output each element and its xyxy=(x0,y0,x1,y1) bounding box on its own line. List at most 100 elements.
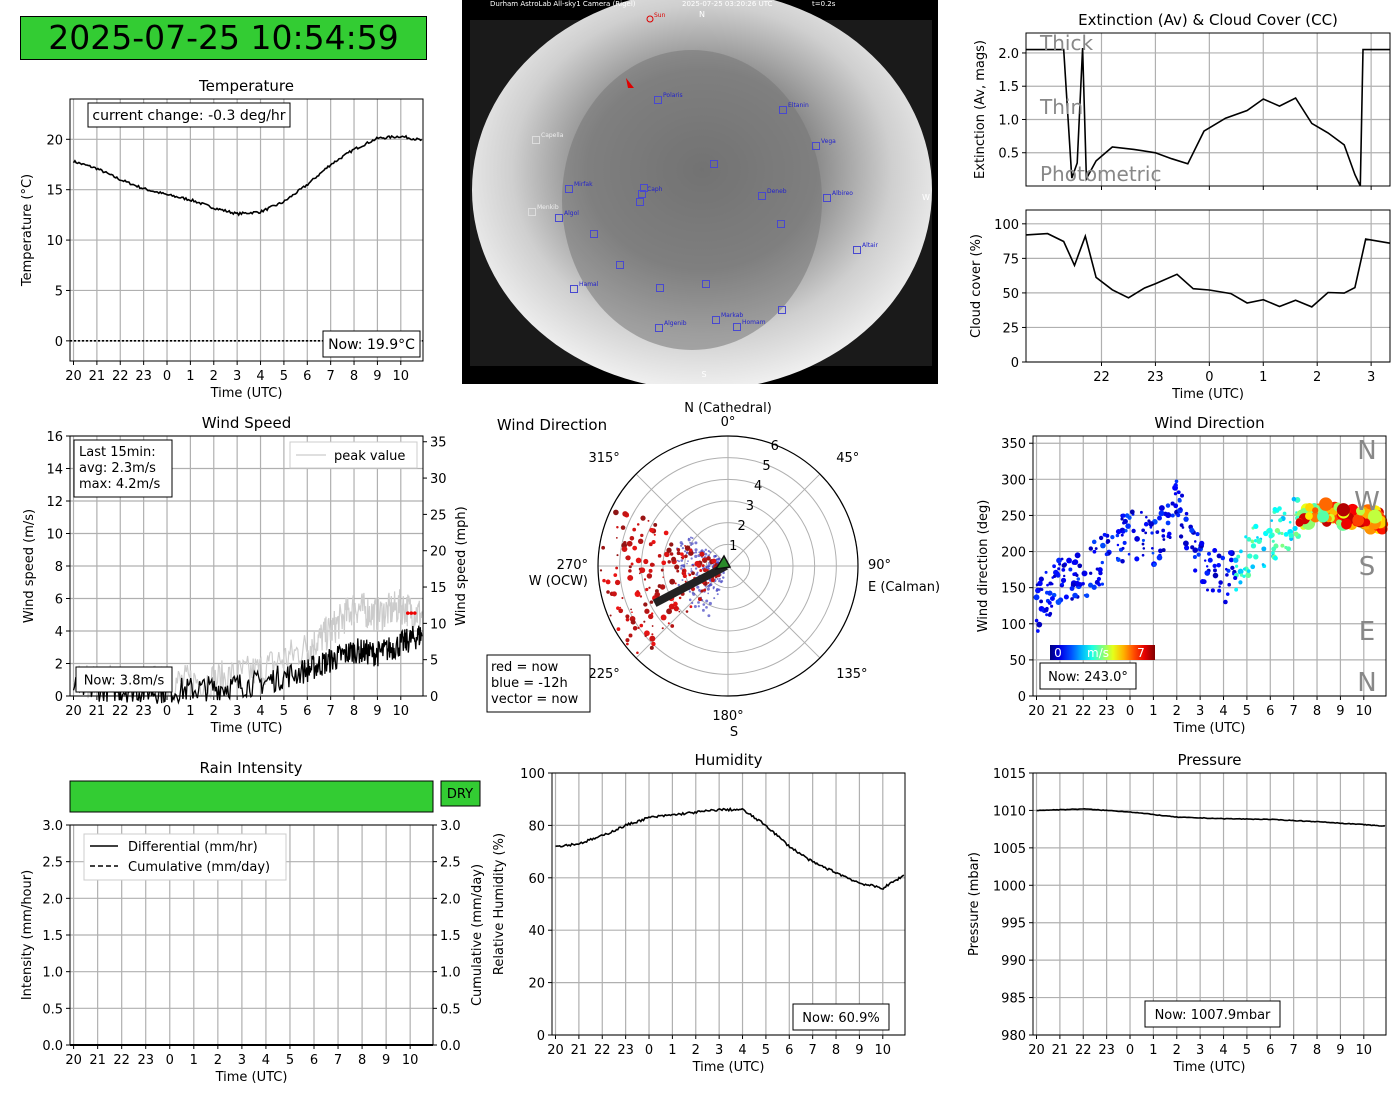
x-tick-label: 0 xyxy=(163,369,171,384)
x-tick-label: 0 xyxy=(1126,704,1134,719)
wind-direction-point xyxy=(1253,554,1259,560)
wind-direction-point xyxy=(1295,518,1304,527)
polar-point-red xyxy=(678,610,681,613)
wind-direction-point xyxy=(1049,596,1055,602)
x-tick-label: 1 xyxy=(1259,370,1267,385)
polar-point-red xyxy=(628,633,633,638)
band-thick-label: Thick xyxy=(1039,31,1093,55)
wind-direction-point xyxy=(1045,590,1049,595)
wind-direction-point xyxy=(1056,557,1062,564)
wind-direction-point xyxy=(1075,573,1079,578)
star-marker xyxy=(570,285,578,293)
polar-point-red xyxy=(615,536,618,539)
polar-angle-label: 315° xyxy=(588,451,619,466)
wind-direction-point xyxy=(1068,567,1073,572)
star-marker xyxy=(636,198,644,206)
y-tick-label: 20 xyxy=(46,133,63,148)
polar-point-blue xyxy=(680,559,684,562)
polar-point-blue xyxy=(708,601,712,606)
wind-direction-point xyxy=(1155,530,1160,535)
x-tick-label: 3 xyxy=(233,704,241,719)
polar-point-red xyxy=(621,546,628,553)
polar-point-red xyxy=(654,591,661,598)
wind-direction-point xyxy=(1115,533,1120,538)
polar-point-red xyxy=(643,620,646,623)
wind-direction-point xyxy=(1074,552,1081,559)
polar-point-red xyxy=(615,566,619,570)
y-axis-label-right: Wind speed (mph) xyxy=(454,506,469,626)
y-tick-label: 1.0 xyxy=(998,113,1019,128)
polar-point-red xyxy=(632,545,638,551)
polar-point-blue xyxy=(709,551,712,554)
y-tick-label: 2.0 xyxy=(998,47,1019,62)
x-tick-label: 4 xyxy=(262,1053,270,1068)
chart-title: Wind Direction xyxy=(1154,414,1264,432)
polar-point-red xyxy=(661,627,664,630)
x-tick-label: 4 xyxy=(1219,704,1227,719)
wind-direction-point xyxy=(1242,574,1246,578)
polar-point-red xyxy=(714,563,718,567)
rain-chart: 20 21 22 23 0 1 2 3 4 5 6 7 8 9 100.00.51.01.52.02.53.… xyxy=(20,819,485,1085)
polar-point-red xyxy=(682,555,685,559)
polar-point-red xyxy=(625,614,630,619)
wind-direction-point xyxy=(1261,546,1267,552)
polar-point-blue xyxy=(705,599,709,603)
star-marker xyxy=(702,280,710,288)
polar-point-red xyxy=(616,627,621,631)
polar-point-red xyxy=(691,571,695,576)
wind-direction-point xyxy=(1165,512,1172,519)
compass-label: N xyxy=(1357,668,1376,698)
y-tick-label: 995 xyxy=(1001,917,1026,932)
y-tick-label: 10 xyxy=(46,234,63,249)
polar-point-red xyxy=(638,572,641,575)
wind-direction-point xyxy=(1145,515,1148,519)
wind-direction-point xyxy=(1051,576,1055,579)
wind-direction-point xyxy=(1355,506,1365,516)
wind-direction-point xyxy=(1230,565,1235,571)
x-tick-label: 2 xyxy=(214,1053,222,1068)
polar-outer-ring xyxy=(597,435,859,697)
polar-point-red xyxy=(628,569,632,573)
polar-point-red xyxy=(676,548,681,552)
polar-point-red xyxy=(601,545,606,550)
polar-point-red xyxy=(700,589,704,593)
wind-direction-point xyxy=(1336,503,1351,517)
polar-point-red xyxy=(632,626,638,631)
y-tick-label-right: 20 xyxy=(430,545,447,560)
wind-direction-point xyxy=(1161,534,1166,538)
polar-point-red xyxy=(613,509,619,516)
star-marker xyxy=(555,214,563,222)
y-tick-label: 8 xyxy=(55,560,63,575)
polar-point-blue xyxy=(696,571,699,574)
wind-direction-point xyxy=(1250,564,1256,570)
polar-point-red xyxy=(651,625,654,627)
temperature-line xyxy=(72,134,423,217)
y-tick-label: 300 xyxy=(1001,473,1026,488)
x-tick-label: 3 xyxy=(233,369,241,384)
y-tick-label: 3.0 xyxy=(42,819,63,834)
polar-point-blue xyxy=(694,567,698,570)
x-tick-label: 8 xyxy=(350,369,358,384)
x-tick-label: 20 xyxy=(65,704,82,719)
wind-direction-now-label-box xyxy=(1039,662,1137,690)
polar-point-red xyxy=(629,536,635,541)
wind-direction-point xyxy=(1045,613,1049,617)
polar-legend-line3: vector = now xyxy=(491,692,579,707)
y-tick-label: 990 xyxy=(1001,954,1026,969)
polar-point-red xyxy=(674,582,677,585)
wind-direction-point xyxy=(1161,548,1166,553)
y-tick-label: 0.0 xyxy=(42,1039,63,1054)
wind-direction-point xyxy=(1081,571,1085,575)
polar-point-red xyxy=(666,608,672,615)
polar-point-red xyxy=(643,602,648,607)
wind-direction-point xyxy=(1120,558,1125,564)
polar-point-red xyxy=(701,564,705,568)
wind-direction-point xyxy=(1158,505,1165,511)
x-tick-label: 21 xyxy=(89,704,106,719)
temperature-chart: 20 21 22 23 0 1 2 3 4 5 6 7 8 9 1005101520TemperatureT… xyxy=(20,77,424,401)
temperature-change-annotation-box xyxy=(87,102,291,128)
x-tick-label: 9 xyxy=(382,1053,390,1068)
wind-direction-point xyxy=(1288,520,1292,524)
colorbar-min-label: 0 xyxy=(1054,646,1062,660)
wind-direction-point xyxy=(1096,576,1102,582)
